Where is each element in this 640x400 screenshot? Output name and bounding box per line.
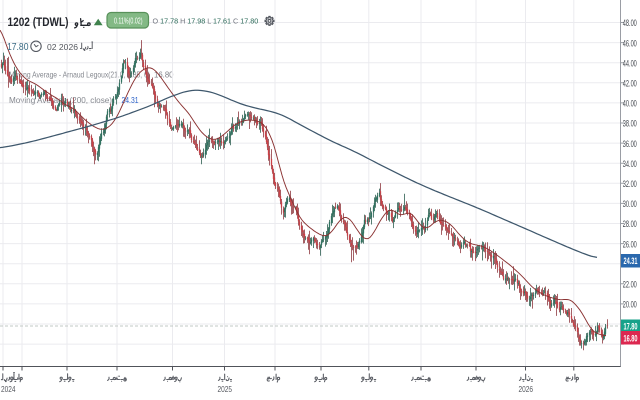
svg-text:O 17.78 H 17.98 L 17.61 C 1: O 17.78 H 17.98 L 17.61 C 17.80 [153, 17, 259, 26]
svg-text:2025: 2025 [218, 384, 233, 394]
svg-text:2024: 2024 [1, 384, 16, 394]
svg-text:44.00: 44.00 [623, 58, 637, 68]
svg-text:16.80: 16.80 [624, 334, 638, 344]
svg-text:1202 (TDWL): 1202 (TDWL) [8, 15, 69, 29]
svg-text:20.00: 20.00 [623, 300, 637, 310]
svg-text:Moving Average - Arnaud Legoux: Moving Average - Arnaud Legoux(21.0, 0.8… [9, 70, 150, 80]
svg-text:32.00: 32.00 [623, 179, 637, 189]
svg-text:48.00: 48.00 [623, 18, 637, 28]
svg-text:34.00: 34.00 [623, 159, 637, 169]
svg-text:24.31: 24.31 [624, 256, 638, 266]
svg-text:17.80: 17.80 [624, 322, 638, 332]
svg-text:0.11%(0.02): 0.11%(0.02) [114, 17, 143, 26]
svg-text:40.00: 40.00 [623, 99, 637, 109]
svg-text:38.00: 38.00 [623, 119, 637, 129]
svg-text:02 2026: 02 2026 [47, 42, 78, 52]
svg-text:22.00: 22.00 [623, 280, 637, 290]
svg-text:17.80: 17.80 [7, 42, 29, 53]
svg-text:46.00: 46.00 [623, 38, 637, 48]
svg-text:26.00: 26.00 [623, 239, 637, 249]
svg-text:2026: 2026 [519, 384, 534, 394]
svg-text:42.00: 42.00 [623, 79, 637, 89]
svg-text:36.00: 36.00 [623, 139, 637, 149]
svg-text:30.00: 30.00 [623, 199, 637, 209]
svg-text:28.00: 28.00 [623, 219, 637, 229]
svg-text:Moving Average (200, close): Moving Average (200, close) [9, 95, 112, 105]
svg-text:24.31: 24.31 [122, 95, 139, 105]
svg-text:16.80: 16.80 [154, 70, 174, 80]
